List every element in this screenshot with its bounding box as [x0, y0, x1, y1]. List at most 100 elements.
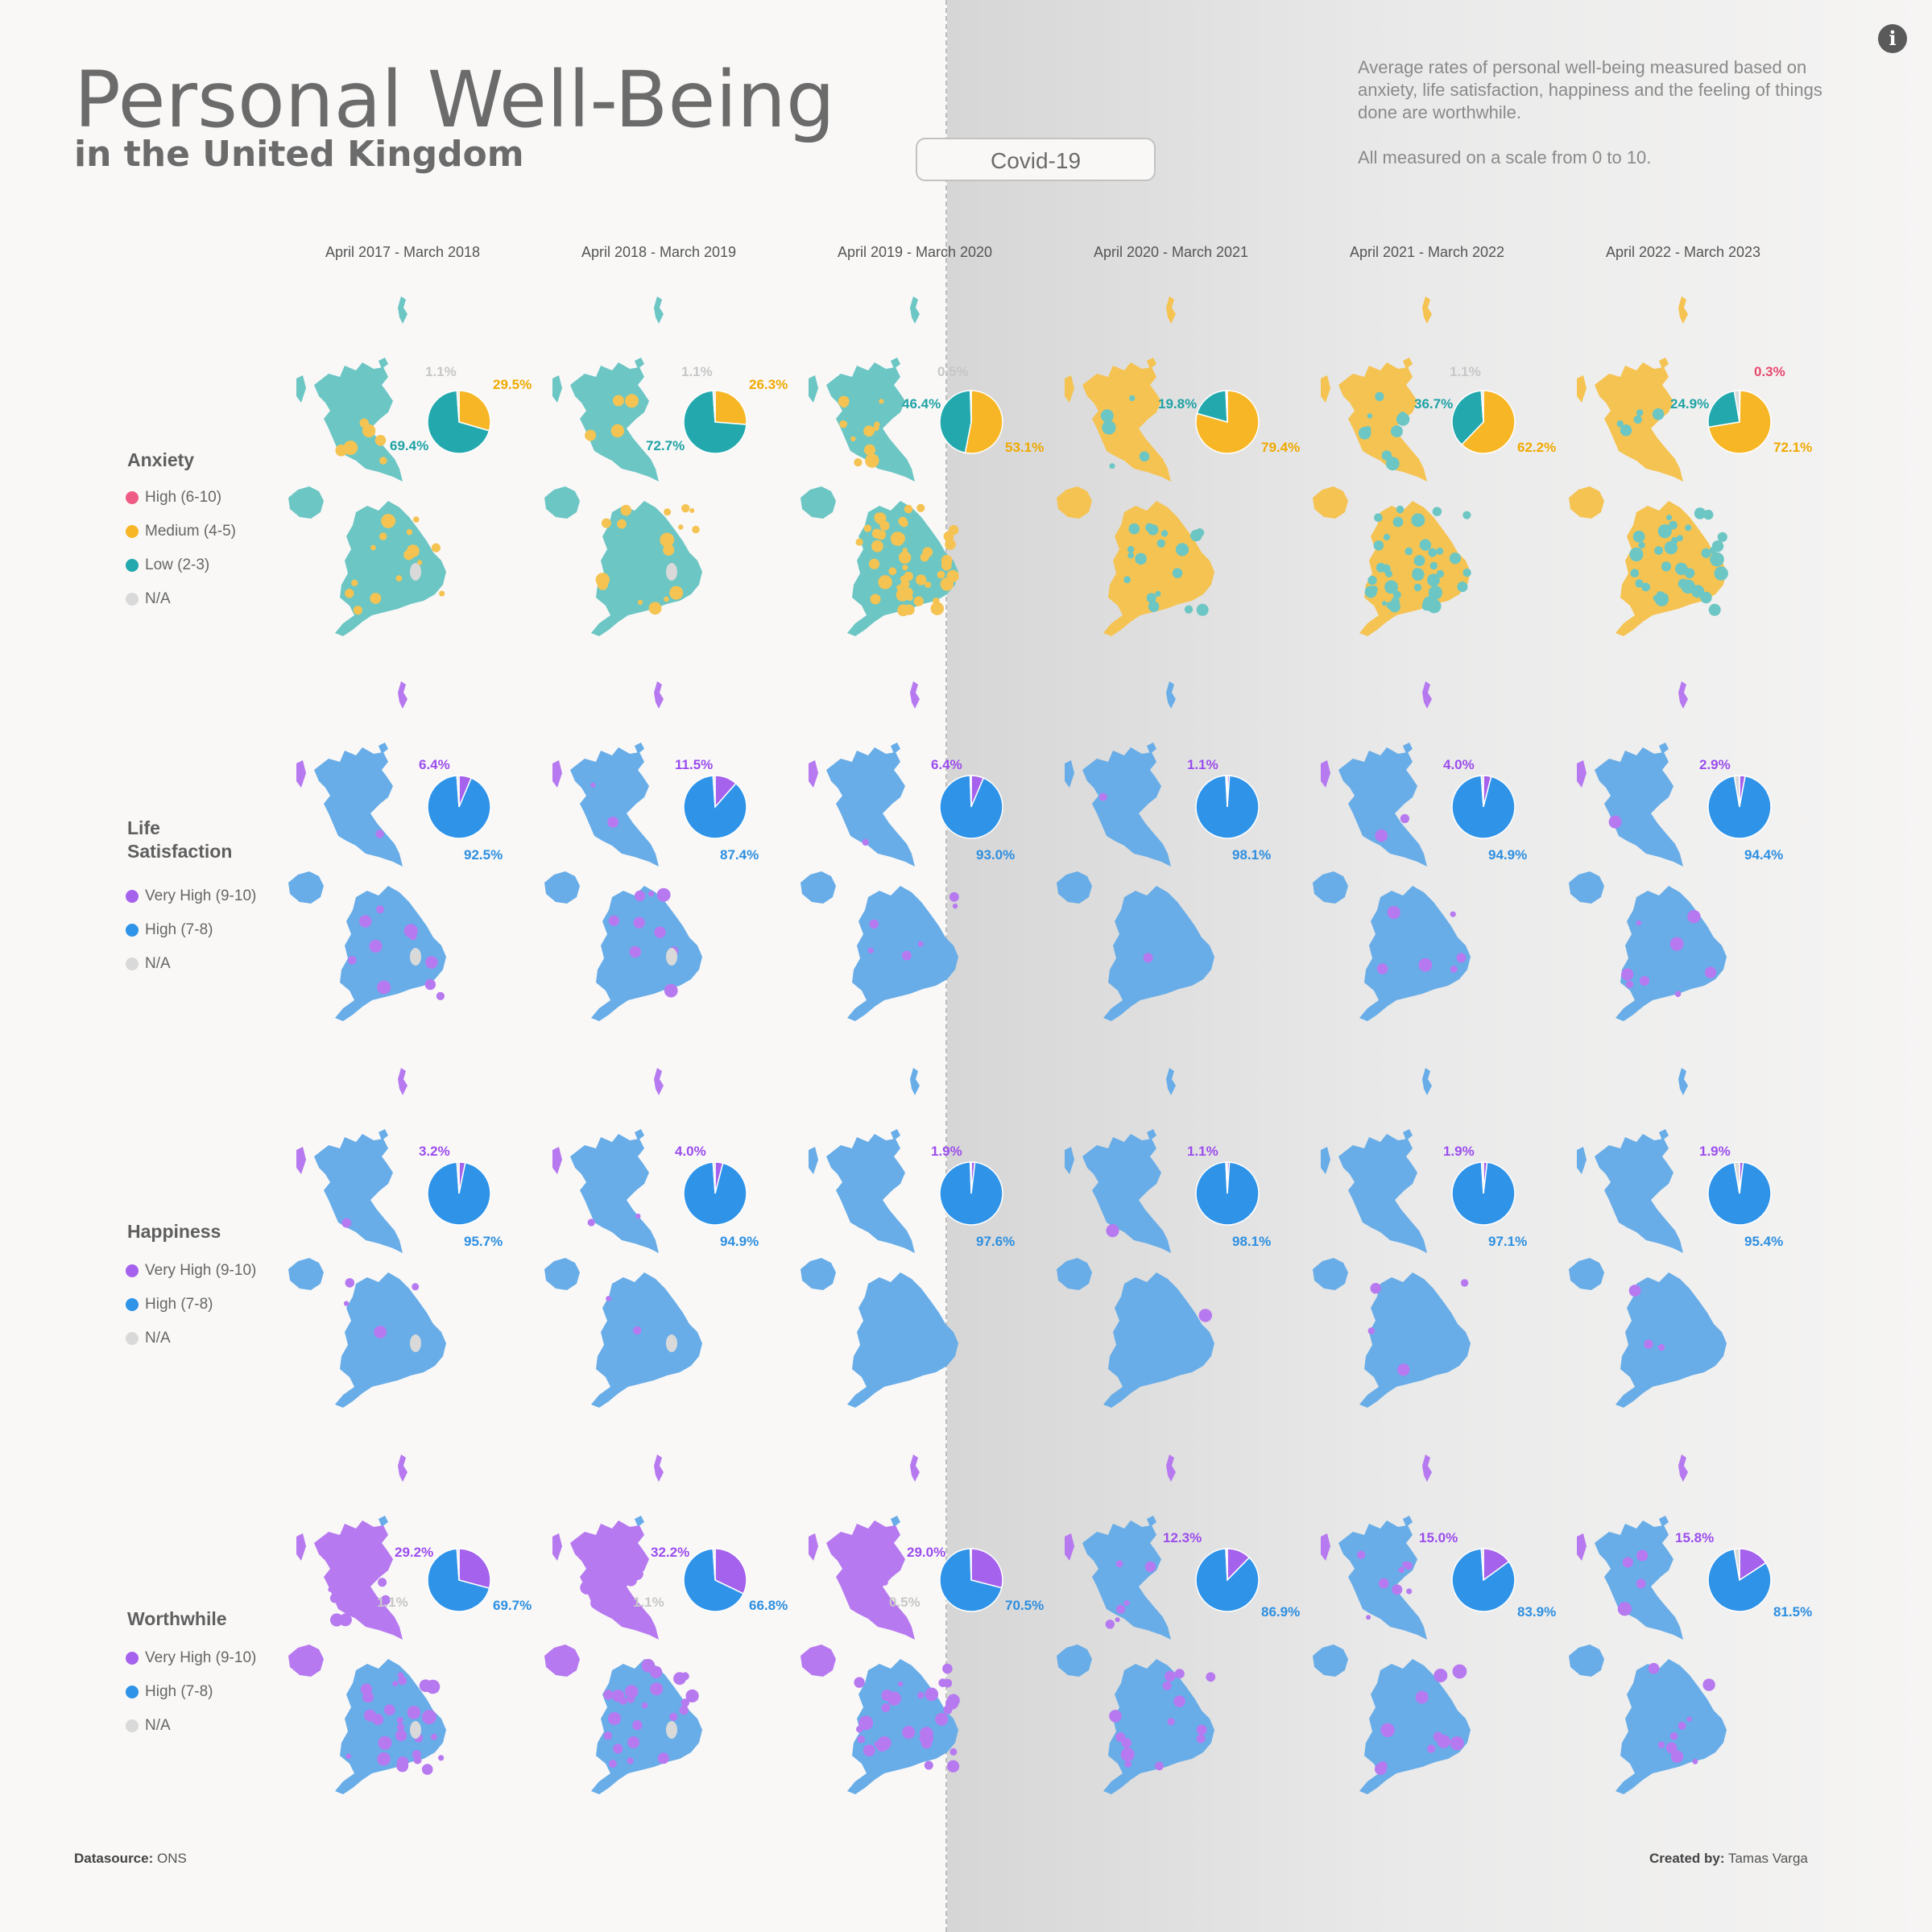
uk-choropleth-map[interactable] [1050, 1061, 1243, 1416]
uk-choropleth-map[interactable] [794, 1448, 987, 1802]
map-area-patch [590, 782, 596, 788]
map-area-patch [664, 983, 678, 998]
uk-choropleth-map[interactable] [794, 290, 987, 644]
distribution-pie-chart[interactable] [1707, 1548, 1772, 1612]
uk-choropleth-map[interactable] [1306, 290, 1500, 644]
distribution-pie-chart[interactable] [939, 775, 1003, 839]
map-area-patch [1165, 1670, 1176, 1682]
uk-choropleth-map[interactable] [1562, 675, 1756, 1029]
uk-choropleth-map[interactable] [1050, 290, 1243, 644]
uk-choropleth-map[interactable] [1562, 290, 1756, 644]
uk-choropleth-map[interactable] [794, 675, 987, 1029]
map-area-patch [1648, 1662, 1660, 1674]
map-area-patch [1380, 1723, 1395, 1737]
distribution-pie-chart[interactable] [683, 1548, 747, 1612]
map-area-patch [370, 544, 376, 551]
map-region-shetland [1422, 296, 1432, 324]
uk-choropleth-map[interactable] [1050, 1448, 1243, 1802]
map-region-isles [1065, 1533, 1074, 1561]
map-area-patch [1665, 1742, 1678, 1754]
map-area-patch [1436, 547, 1444, 555]
map-pie-cell: 1.1% 36.7% 62.2% [1306, 290, 1556, 644]
pie-slice [1480, 390, 1484, 423]
distribution-pie-chart[interactable] [427, 1161, 491, 1226]
distribution-pie-chart[interactable] [1707, 390, 1772, 454]
distribution-pie-chart[interactable] [1451, 1548, 1516, 1612]
uk-choropleth-map[interactable] [282, 290, 475, 644]
uk-choropleth-map[interactable] [1050, 675, 1243, 1029]
map-region-nireland [1569, 1644, 1604, 1677]
uk-choropleth-map[interactable] [1306, 1061, 1500, 1416]
info-icon[interactable]: i [1878, 24, 1907, 53]
uk-choropleth-map[interactable] [282, 1448, 475, 1802]
distribution-pie-chart[interactable] [1195, 1548, 1260, 1612]
map-area-patch [641, 1702, 648, 1709]
map-area-patch [863, 425, 875, 437]
map-area-patch [1147, 524, 1159, 536]
map-area-na [666, 563, 677, 581]
row-title: Happiness [127, 1221, 221, 1242]
legend-label: High (7-8) [145, 1683, 213, 1700]
map-region-nireland [801, 871, 836, 904]
uk-choropleth-map[interactable] [538, 290, 731, 644]
legend-item: High (7-8) [126, 1683, 213, 1702]
distribution-pie-chart[interactable] [1195, 390, 1260, 454]
map-area-patch [1366, 1615, 1371, 1620]
uk-choropleth-map[interactable] [794, 1061, 987, 1416]
distribution-pie-chart[interactable] [939, 390, 1003, 454]
uk-choropleth-map[interactable] [538, 1448, 731, 1802]
map-area-patch [904, 504, 913, 514]
map-pie-cell: 6.4% 92.5% [282, 675, 523, 1029]
distribution-pie-chart[interactable] [1707, 775, 1772, 839]
map-area-patch [1392, 516, 1404, 527]
distribution-pie-chart[interactable] [1451, 390, 1516, 454]
uk-choropleth-map[interactable] [1306, 1448, 1500, 1802]
uk-choropleth-map[interactable] [1562, 1061, 1756, 1416]
map-area-patch [1135, 552, 1147, 565]
map-area-patch [608, 1712, 621, 1725]
distribution-pie-chart[interactable] [1707, 1161, 1772, 1226]
uk-choropleth-map[interactable] [282, 1061, 475, 1416]
map-region-england [1616, 886, 1727, 1021]
map-region-scotland [826, 1134, 915, 1253]
pie-slice [683, 1161, 747, 1226]
distribution-pie-chart[interactable] [1195, 775, 1260, 839]
uk-choropleth-map[interactable] [538, 675, 731, 1029]
map-area-patch [867, 947, 874, 954]
map-area-patch [438, 1755, 445, 1761]
map-area-patch [881, 1609, 893, 1621]
uk-choropleth-map[interactable] [1306, 675, 1500, 1029]
datasource-credit: Datasource: ONS [74, 1851, 187, 1867]
distribution-pie-chart[interactable] [427, 1548, 491, 1612]
distribution-pie-chart[interactable] [939, 1548, 1003, 1612]
uk-choropleth-map[interactable] [1562, 1448, 1756, 1802]
pie-slice [712, 1161, 716, 1194]
distribution-pie-chart[interactable] [683, 1161, 747, 1226]
uk-choropleth-map[interactable] [538, 1061, 731, 1416]
map-area-na [666, 1334, 677, 1352]
pie-slice [1225, 775, 1228, 808]
distribution-pie-chart[interactable] [1451, 1161, 1516, 1226]
map-region-scotland [1595, 1134, 1683, 1253]
distribution-pie-chart[interactable] [939, 1161, 1003, 1226]
map-region-orkney [379, 743, 388, 754]
map-area-patch [1421, 601, 1432, 611]
pie-slice [427, 775, 491, 839]
distribution-pie-chart[interactable] [427, 390, 491, 454]
map-region-isles [1577, 375, 1587, 403]
distribution-pie-chart[interactable] [1451, 775, 1516, 839]
map-area-patch [1098, 792, 1107, 801]
distribution-pie-chart[interactable] [683, 775, 747, 839]
distribution-pie-chart[interactable] [1195, 1161, 1260, 1226]
covid-19-toggle-button[interactable]: Covid-19 [916, 138, 1156, 181]
map-region-nireland [288, 1258, 324, 1290]
map-area-patch [1367, 413, 1373, 419]
distribution-pie-chart[interactable] [683, 390, 747, 454]
map-area-patch [608, 915, 619, 926]
pie-percentage-label: 36.7% [1414, 396, 1454, 412]
distribution-pie-chart[interactable] [427, 775, 491, 839]
map-pie-cell: 29.0% 0.5% 70.5% [794, 1448, 1044, 1802]
legend-swatch [126, 958, 139, 970]
map-area-patch [1674, 991, 1682, 997]
uk-choropleth-map[interactable] [282, 675, 475, 1029]
